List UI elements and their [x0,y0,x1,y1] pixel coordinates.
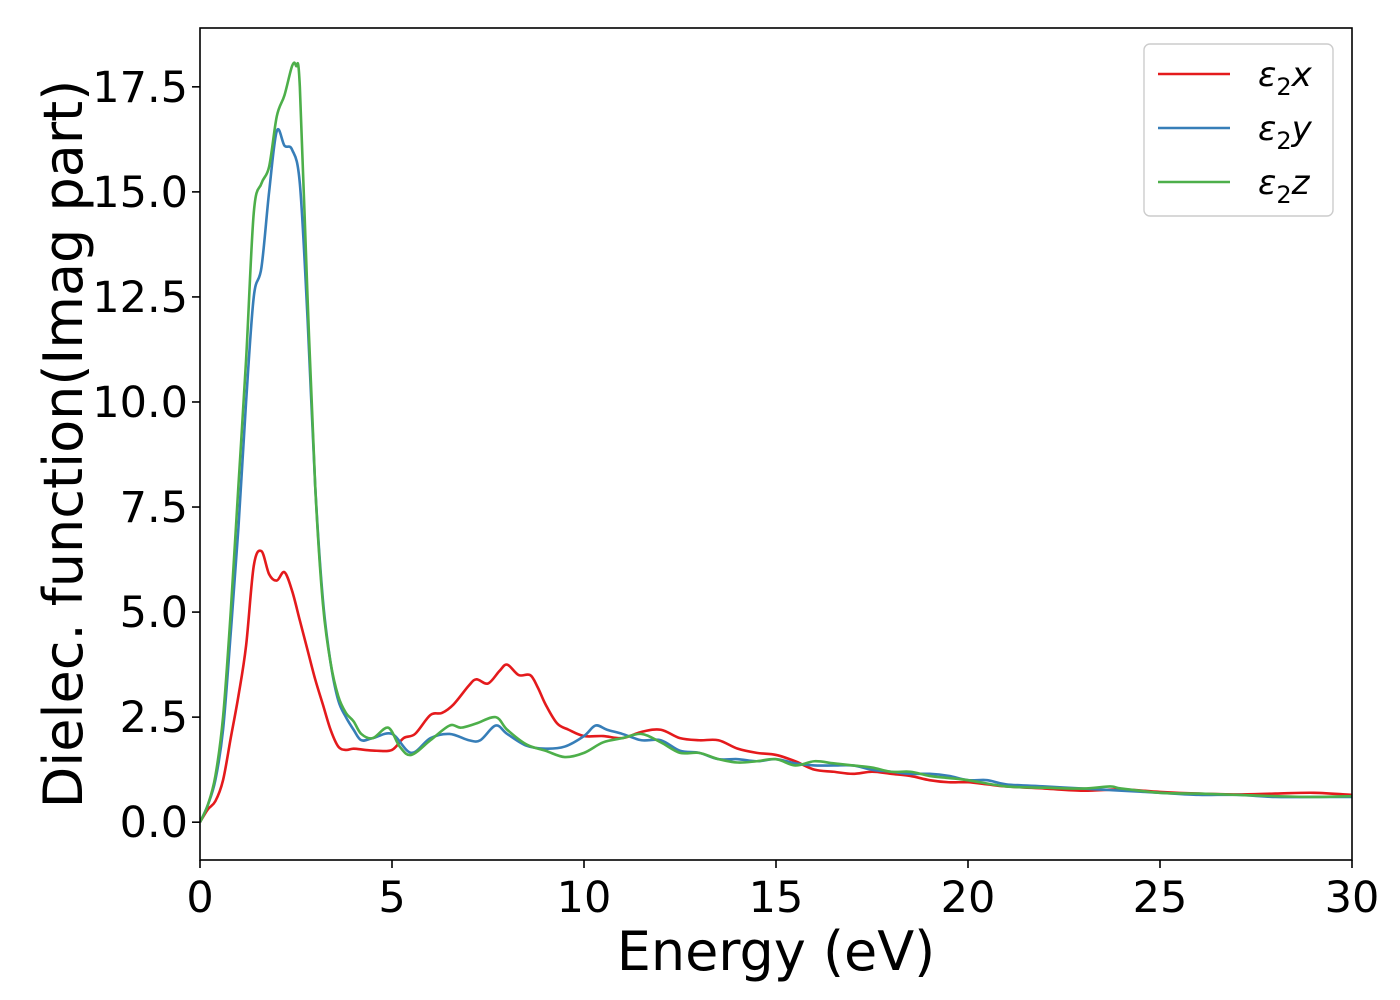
legend-box [1143,43,1334,217]
legend-subscript: 2 [1276,73,1291,101]
legend-subscript: 2 [1276,127,1291,155]
y-tick-label: 7.5 [120,483,188,533]
y-axis-ticks: 0.0 2.5 5.0 7.5 10.0 12.5 15.0 17.5 [92,63,200,848]
x-tick-label: 0 [186,873,213,923]
x-tick-label: 10 [557,873,612,923]
legend-variable: z [1291,163,1311,203]
x-tick-label: 25 [1133,873,1188,923]
x-tick-label: 5 [378,873,405,923]
y-tick-label: 17.5 [92,63,188,113]
legend-variable: x [1291,55,1313,95]
series-line-z [200,61,1352,823]
y-tick-label: 10.0 [92,378,188,428]
plot-lines [200,61,1352,823]
legend-label-y: ε2y [1258,109,1313,155]
y-tick-label: 0.0 [120,798,188,848]
x-axis-label: Energy (eV) [617,920,936,983]
x-tick-label: 30 [1325,873,1380,923]
y-axis-label: Dielec. function(Imag part) [32,80,95,809]
y-tick-label: 5.0 [120,588,188,638]
y-tick-label: 2.5 [120,693,188,743]
legend-symbol: ε [1258,55,1276,95]
legend-symbol: ε [1258,109,1276,149]
legend-label-z: ε2z [1258,163,1311,209]
legend-variable: y [1291,109,1313,149]
y-tick-label: 12.5 [92,273,188,323]
x-tick-label: 20 [941,873,996,923]
x-axis-ticks: 0 5 10 15 20 25 30 [186,860,1379,923]
x-tick-label: 15 [749,873,804,923]
y-tick-label: 15.0 [92,168,188,218]
legend-symbol: ε [1258,163,1276,203]
legend-label-x: ε2x [1258,55,1313,101]
series-line-x [200,549,1352,823]
legend-subscript: 2 [1276,181,1291,209]
